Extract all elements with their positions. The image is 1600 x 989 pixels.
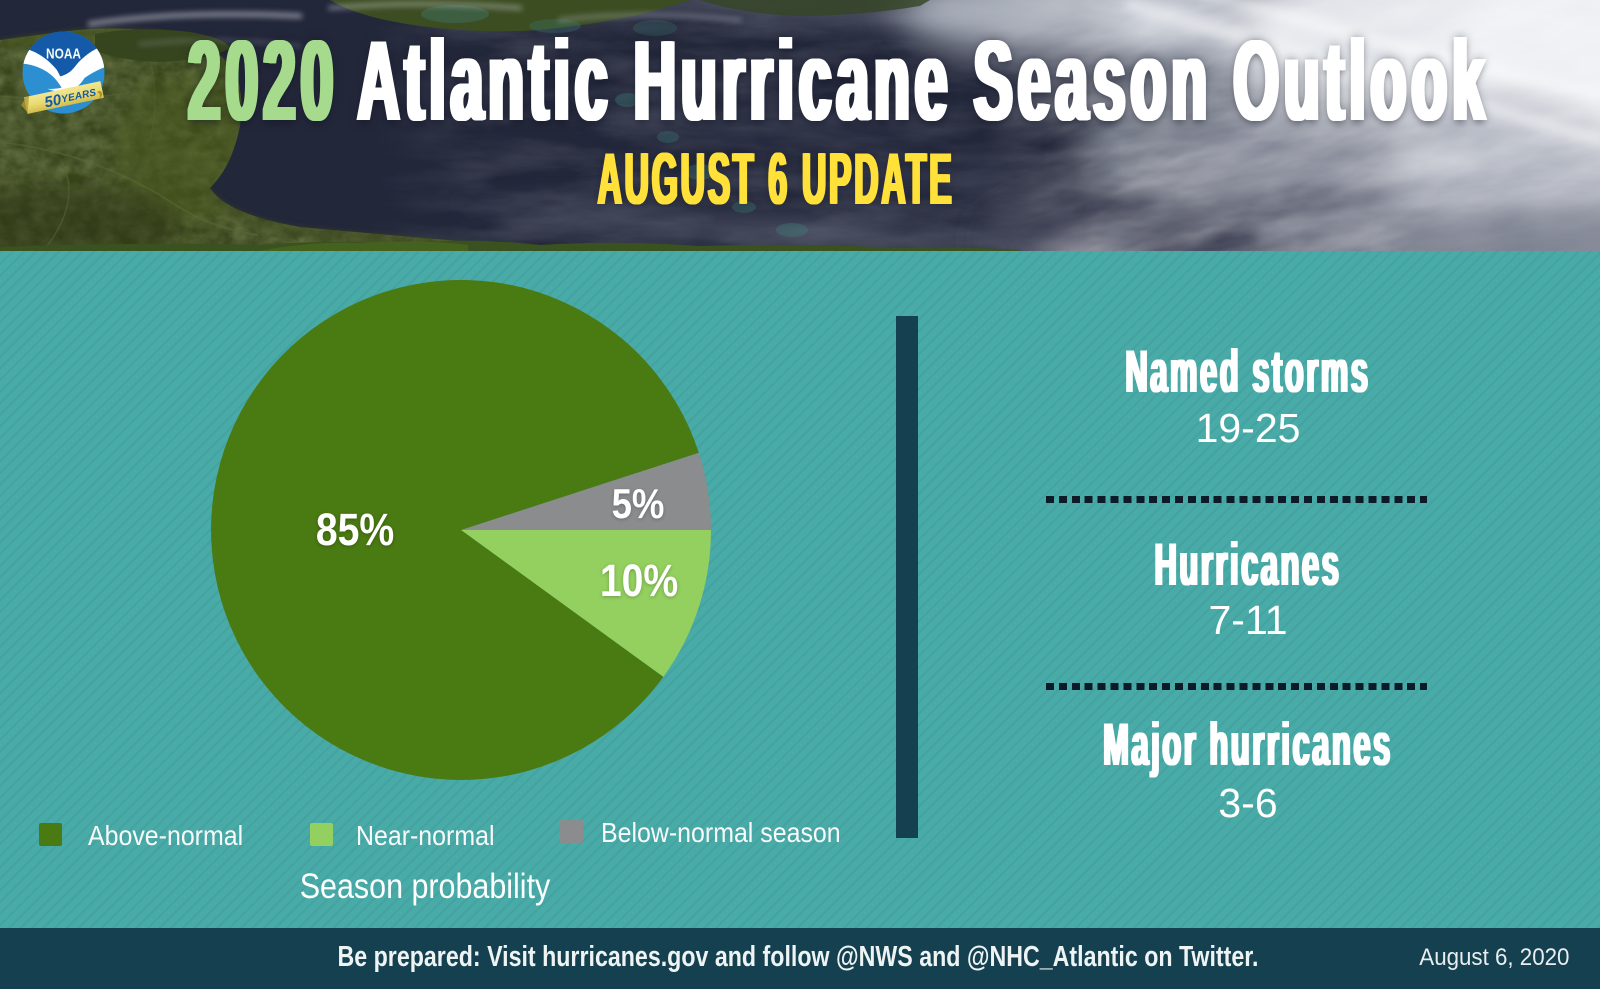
svg-text:50: 50 (43, 91, 63, 111)
svg-text:NOAA: NOAA (46, 46, 81, 63)
